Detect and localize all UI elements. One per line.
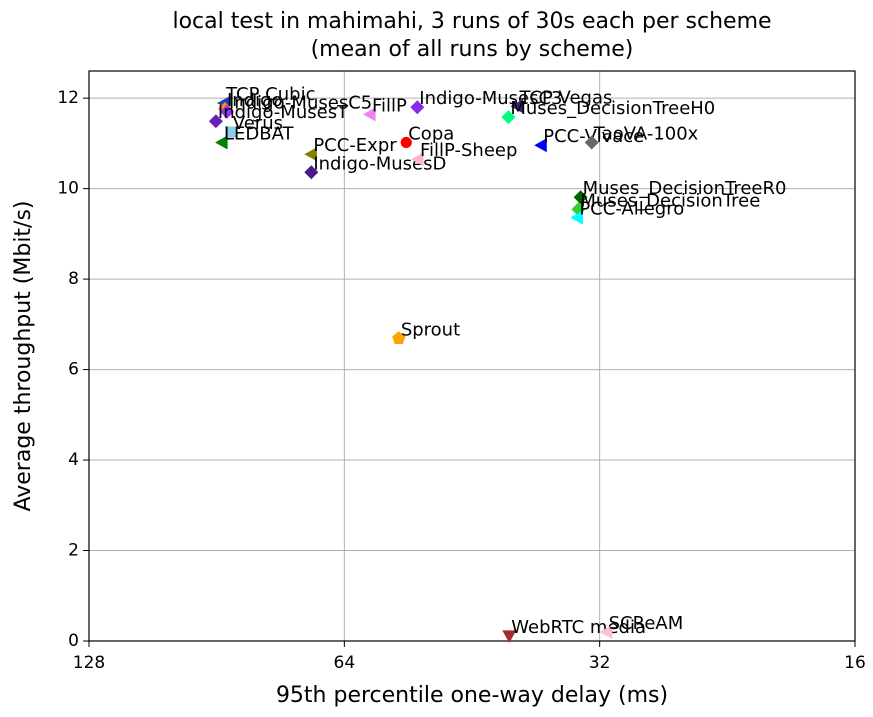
x-tick-label: 128	[73, 653, 105, 673]
y-tick-label: 6	[68, 360, 79, 380]
point-label: Muses_DecisionTreeH0	[510, 98, 715, 119]
point	[501, 110, 516, 125]
y-axis-label: Average throughput (Mbit/s)	[11, 200, 36, 511]
point	[225, 126, 237, 138]
point-label: Copa	[408, 123, 454, 144]
point	[502, 630, 517, 643]
x-tick-label: 32	[589, 653, 611, 673]
point-label: Indigo	[227, 90, 283, 111]
point-label: Sprout	[401, 319, 460, 340]
point-label: PCC-Vivace	[543, 126, 644, 147]
point-label: TCP Cubic	[225, 84, 315, 105]
y-tick-label: 0	[68, 631, 79, 651]
point	[215, 135, 228, 150]
point	[304, 165, 319, 180]
point	[534, 138, 547, 153]
chart-subtitle: (mean of all runs by scheme)	[311, 37, 634, 62]
point	[584, 135, 599, 150]
y-tick-label: 4	[68, 450, 79, 470]
point-label: SCReAM	[609, 613, 684, 634]
point	[599, 625, 613, 639]
y-tick-label: 2	[68, 541, 79, 561]
point	[410, 100, 425, 115]
point-label: Muses_DecisionTreeR0	[583, 178, 787, 199]
point	[411, 152, 424, 167]
x-axis-label: 95th percentile one-way delay (ms)	[276, 683, 668, 708]
point	[400, 136, 412, 149]
point-label: PCC-Allegro	[579, 199, 684, 220]
point	[510, 99, 524, 114]
point-label: Verus	[233, 113, 283, 134]
point	[573, 190, 588, 205]
point	[570, 210, 583, 225]
x-tick-label: 64	[334, 653, 356, 673]
point-label: TCP Vegas	[518, 87, 612, 108]
point-label: Indigo-MusesC5	[229, 93, 372, 114]
point-label: LEDBAT	[224, 123, 295, 144]
x-tick-label: 16	[844, 653, 866, 673]
point-label: WebRTC media	[511, 617, 646, 638]
chart-title: local test in mahimahi, 3 runs of 30s ea…	[172, 9, 771, 34]
point	[220, 104, 234, 119]
point-label: FillP	[372, 95, 407, 116]
point	[208, 114, 223, 129]
point-label: Indigo-MusesT	[218, 102, 349, 123]
point	[363, 107, 376, 122]
plot-frame	[88, 70, 856, 642]
y-tick-label: 12	[57, 88, 79, 108]
y-tick-label: 10	[57, 179, 79, 199]
point-label: Indigo-MusesC3	[419, 88, 562, 109]
point-label: FillP-Sheep	[420, 140, 517, 161]
point	[304, 147, 317, 162]
point	[392, 331, 406, 344]
point-label: TaoVA-100x	[593, 123, 699, 144]
point-label: PCC-Expr	[313, 135, 397, 156]
y-tick-label: 8	[68, 269, 79, 289]
point-label: Muses_DecisionTree	[580, 190, 760, 211]
